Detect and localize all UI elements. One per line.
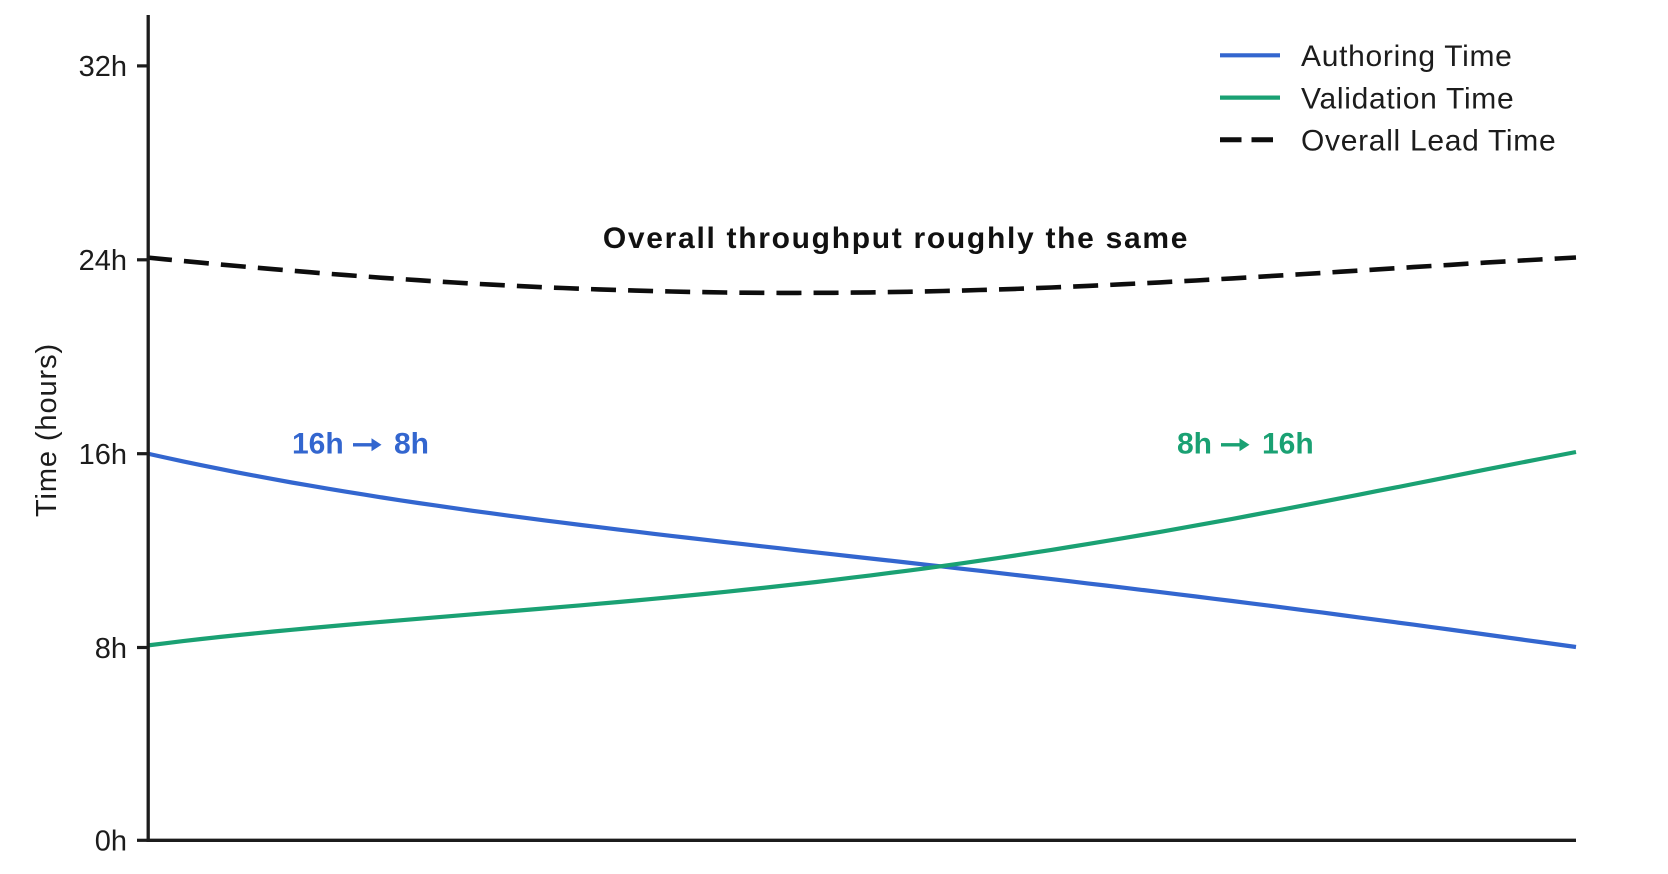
- svg-text:8h: 8h: [394, 428, 429, 461]
- svg-text:32h: 32h: [79, 51, 127, 83]
- svg-text:8h: 8h: [1177, 428, 1212, 461]
- svg-text:0h: 0h: [95, 826, 127, 858]
- svg-text:Authoring Time: Authoring Time: [1301, 40, 1513, 73]
- svg-text:16h: 16h: [292, 428, 344, 461]
- svg-text:Time (hours): Time (hours): [31, 343, 63, 517]
- svg-text:Overall throughput roughly the: Overall throughput roughly the same: [603, 222, 1189, 255]
- svg-text:Overall Lead Time: Overall Lead Time: [1301, 125, 1556, 158]
- svg-text:16h: 16h: [1262, 428, 1314, 461]
- svg-text:16h: 16h: [79, 439, 127, 471]
- svg-text:24h: 24h: [79, 245, 127, 277]
- svg-text:Validation Time: Validation Time: [1301, 82, 1514, 115]
- svg-text:8h: 8h: [95, 633, 127, 665]
